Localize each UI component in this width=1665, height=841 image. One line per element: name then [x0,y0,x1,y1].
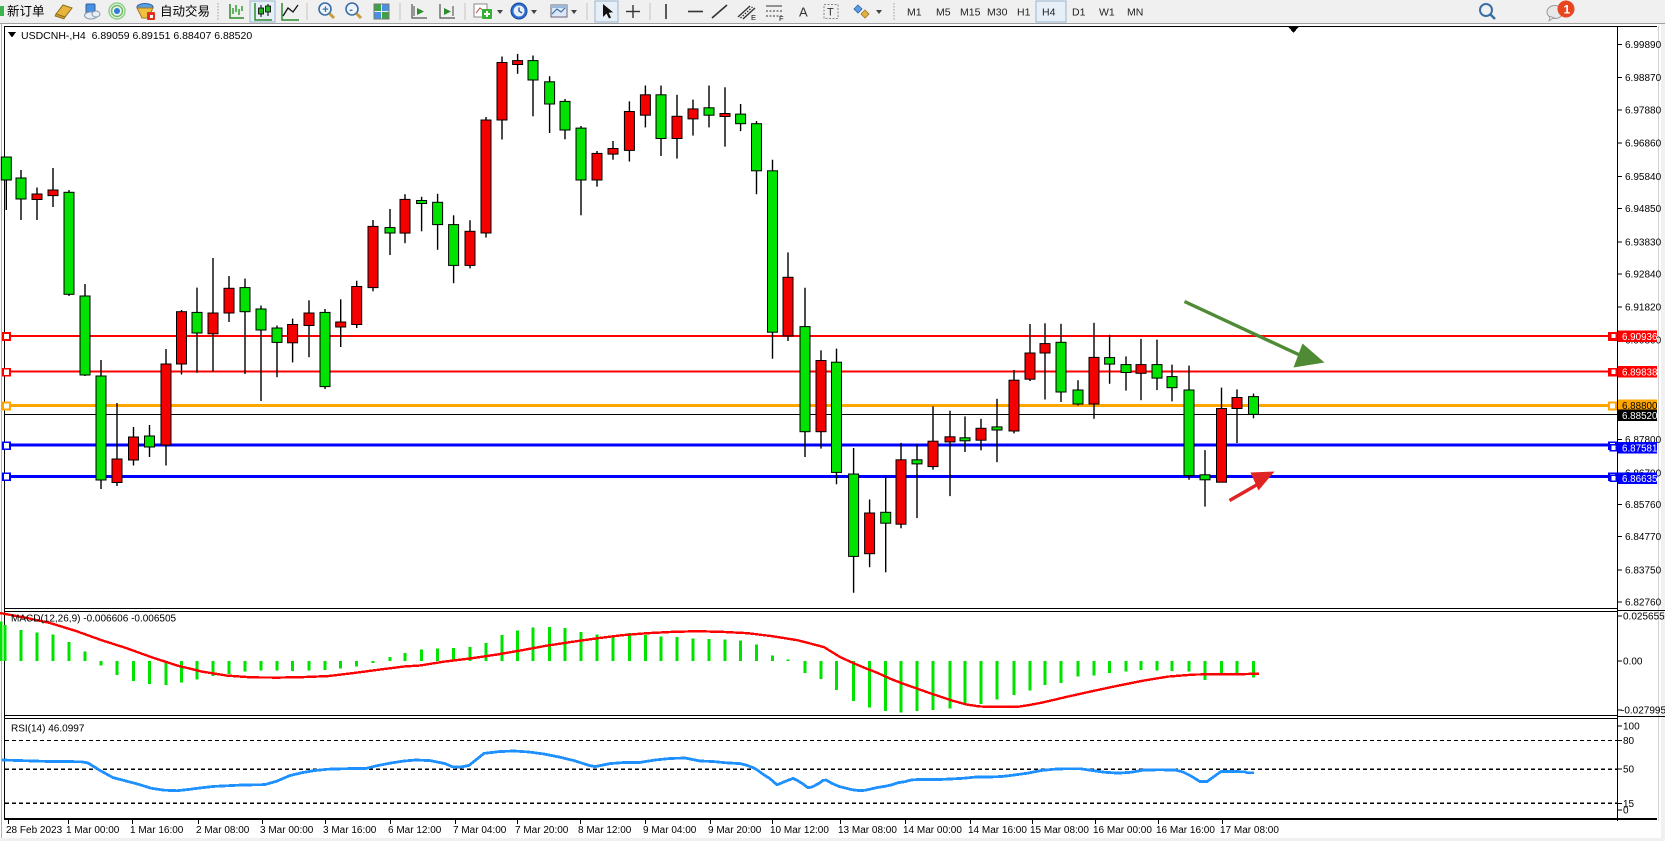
svg-text:6.82760: 6.82760 [1625,598,1662,609]
svg-text:50: 50 [1623,765,1635,776]
svg-text:6.86635: 6.86635 [1622,474,1658,485]
svg-text:6 Mar 12:00: 6 Mar 12:00 [388,825,442,836]
svg-text:6.97880: 6.97880 [1625,105,1662,116]
svg-text:6.94850: 6.94850 [1625,204,1662,215]
svg-text:6.90936: 6.90936 [1622,332,1658,343]
svg-text:RSI(14) 46.0997: RSI(14) 46.0997 [11,724,85,735]
svg-text:6.95840: 6.95840 [1625,172,1662,183]
svg-text:9 Mar 04:00: 9 Mar 04:00 [643,825,697,836]
svg-text:17 Mar 08:00: 17 Mar 08:00 [1220,825,1279,836]
svg-text:6.99890: 6.99890 [1625,40,1662,51]
svg-text:6.91820: 6.91820 [1625,303,1662,314]
svg-text:15: 15 [1623,799,1635,810]
svg-text:-0.027995: -0.027995 [1621,706,1665,717]
svg-text:1 Mar 16:00: 1 Mar 16:00 [130,825,184,836]
svg-text:D1: D1 [1072,7,1086,19]
svg-text:6.87800: 6.87800 [1625,435,1662,446]
svg-text:6.88520: 6.88520 [1622,411,1658,422]
svg-text:14 Mar 00:00: 14 Mar 00:00 [903,825,962,836]
svg-text:6.93830: 6.93830 [1625,237,1662,248]
svg-text:6.83750: 6.83750 [1625,565,1662,576]
svg-text:6.96860: 6.96860 [1625,139,1662,150]
svg-text:13 Mar 08:00: 13 Mar 08:00 [838,825,897,836]
svg-text:T: T [827,7,834,19]
svg-text:自动交易: 自动交易 [160,4,210,19]
svg-text:8 Mar 12:00: 8 Mar 12:00 [578,825,632,836]
svg-text:6.87581: 6.87581 [1622,444,1657,455]
svg-text:E: E [751,13,756,22]
svg-text:0: 0 [1623,806,1629,817]
svg-text:80: 80 [1623,736,1635,747]
svg-text:MN: MN [1127,7,1143,19]
svg-text:USDCNH-,H4 6.89059 6.89151 6.: USDCNH-,H4 6.89059 6.89151 6.88407 6.885… [21,30,252,42]
svg-text:7 Mar 04:00: 7 Mar 04:00 [453,825,507,836]
svg-text:A: A [799,5,808,20]
svg-text:6.84770: 6.84770 [1625,532,1662,543]
svg-text:0.00: 0.00 [1623,657,1643,668]
svg-text:6.85760: 6.85760 [1625,500,1662,511]
svg-text:H4: H4 [1042,7,1056,19]
svg-text:3 Mar 00:00: 3 Mar 00:00 [260,825,314,836]
svg-text:1: 1 [1564,3,1571,17]
svg-text:MACD(12,26,9) -0.006606 -0.006: MACD(12,26,9) -0.006606 -0.006505 [11,614,177,625]
svg-text:6.89838: 6.89838 [1622,368,1658,379]
svg-text:M1: M1 [907,7,922,19]
svg-text:M5: M5 [936,7,951,19]
svg-text:6.98870: 6.98870 [1625,73,1662,84]
svg-text:+: + [322,4,328,16]
svg-text:-: - [349,4,353,16]
svg-text:100: 100 [1623,722,1640,733]
svg-text:6.88800: 6.88800 [1622,401,1658,412]
svg-text:H1: H1 [1017,7,1031,19]
svg-text:6.92840: 6.92840 [1625,270,1662,281]
svg-text:W1: W1 [1099,7,1115,19]
svg-text:0.025655: 0.025655 [1623,612,1665,623]
svg-text:9 Mar 20:00: 9 Mar 20:00 [708,825,762,836]
svg-text:3 Mar 16:00: 3 Mar 16:00 [323,825,377,836]
svg-text:7 Mar 20:00: 7 Mar 20:00 [515,825,569,836]
svg-text:2 Mar 08:00: 2 Mar 08:00 [196,825,250,836]
svg-text:15 Mar 08:00: 15 Mar 08:00 [1030,825,1089,836]
svg-text:新订单: 新订单 [7,4,45,19]
svg-text:16 Mar 16:00: 16 Mar 16:00 [1156,825,1215,836]
svg-text:M15: M15 [960,7,981,19]
svg-text:10 Mar 12:00: 10 Mar 12:00 [770,825,829,836]
svg-text:14 Mar 16:00: 14 Mar 16:00 [968,825,1027,836]
svg-text:F: F [779,14,784,23]
svg-text:M30: M30 [987,7,1008,19]
svg-text:1 Mar 00:00: 1 Mar 00:00 [66,825,120,836]
svg-text:16 Mar 00:00: 16 Mar 00:00 [1093,825,1152,836]
svg-text:28 Feb 2023: 28 Feb 2023 [6,825,63,836]
